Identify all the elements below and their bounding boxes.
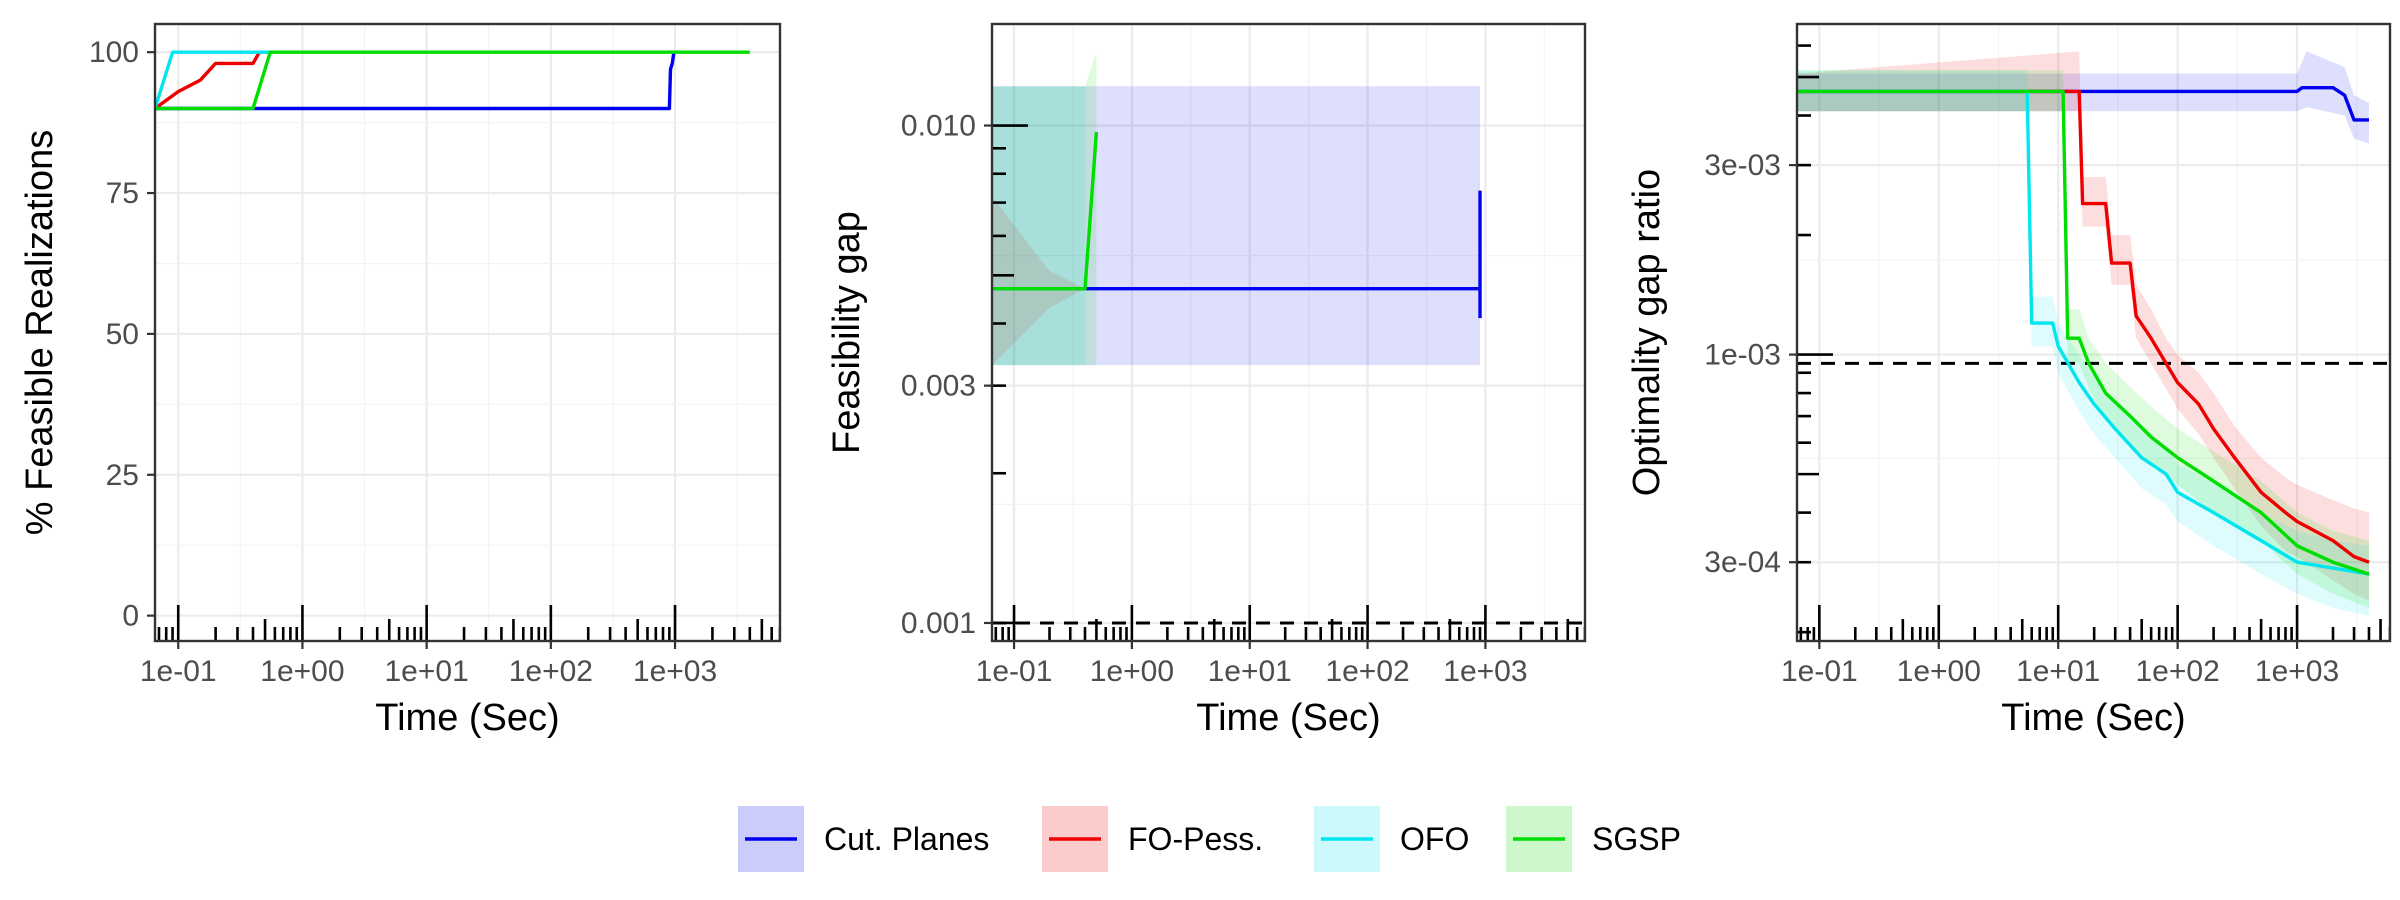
- y-tick-label: 3e-04: [1704, 546, 1781, 579]
- band-fo-pess: [1797, 51, 2369, 601]
- band-sgsp: [1797, 70, 2369, 609]
- series-line-sgsp: [1797, 89, 2370, 576]
- rug-left: [1797, 44, 1833, 634]
- band-cut-planes: [992, 86, 1480, 366]
- x-tick-label: 1e+02: [509, 655, 593, 688]
- x-tick-label: 1e+01: [2016, 655, 2100, 688]
- x-tick-label: 1e+03: [1443, 655, 1527, 688]
- y-tick-label: 100: [89, 36, 139, 69]
- series-line-sgsp: [992, 131, 1099, 291]
- y-axis-title: Feasibility gap: [826, 211, 868, 454]
- plot-area: [992, 52, 1585, 641]
- legend-label: Cut. Planes: [824, 821, 989, 857]
- x-tick-label: 1e+02: [1325, 655, 1409, 688]
- band-fo-pess: [992, 196, 1085, 366]
- x-axis-title: Time (Sec): [375, 697, 559, 739]
- plot-area: [155, 50, 780, 641]
- panel-border: [1795, 22, 2392, 643]
- x-tick-label: 1e+03: [2255, 655, 2339, 688]
- y-tick-label: 0.010: [901, 110, 976, 143]
- x-tick-label: 1e-01: [140, 655, 217, 688]
- grid: [992, 24, 1585, 641]
- x-tick-label: 1e+00: [1897, 655, 1981, 688]
- series-line-ofo: [155, 50, 275, 110]
- rug-bottom: [1799, 605, 2390, 641]
- x-tick-label: 1e+01: [1208, 655, 1292, 688]
- x-axis-title: Time (Sec): [2001, 697, 2185, 739]
- y-tick-label: 0: [122, 600, 139, 633]
- series-line-cut-planes: [1797, 86, 2369, 122]
- legend-label: OFO: [1400, 821, 1469, 857]
- band-ofo: [992, 86, 1085, 366]
- x-tick-label: 1e+00: [260, 655, 344, 688]
- panel-border: [990, 22, 1587, 643]
- x-tick-label: 1e-01: [976, 655, 1053, 688]
- y-tick-label: 50: [106, 318, 139, 351]
- legend-item-fo-pess: FO-Pess.: [1042, 806, 1263, 872]
- x-axis-title: Time (Sec): [1196, 697, 1380, 739]
- series-line-fo-pess: [1797, 89, 2370, 564]
- grid: [1797, 24, 2390, 641]
- rug-left: [992, 124, 1028, 625]
- y-tick-label: 3e-03: [1704, 149, 1781, 182]
- legend-item-cut-planes: Cut. Planes: [738, 806, 989, 872]
- y-tick-label: 1e-03: [1704, 339, 1781, 372]
- x-tick-label: 1e+03: [633, 655, 717, 688]
- y-axis-title: % Feasible Realizations: [19, 130, 61, 536]
- y-tick-label: 0.003: [901, 370, 976, 403]
- legend-label: FO-Pess.: [1128, 821, 1263, 857]
- panel-2: 1e-01 1e+00 1e+01 1e+02 1e+03 0.001 0.003 0.010…: [826, 22, 1587, 739]
- series-line-sgsp: [155, 50, 750, 111]
- band-cut-planes: [1797, 51, 2369, 144]
- panel-3: 1e-01 1e+00 1e+01 1e+02 1e+03 3e-04 1e-03 3e-03…: [1626, 22, 2392, 739]
- legend-label: SGSP: [1592, 821, 1681, 857]
- y-axis-title: Optimality gap ratio: [1626, 169, 1668, 496]
- rug-bottom: [157, 605, 780, 641]
- legend-item-sgsp: SGSP: [1506, 806, 1681, 872]
- plot-background: [155, 24, 780, 641]
- grid: [155, 24, 780, 641]
- series-line-fo-pess: [155, 50, 271, 110]
- x-tick-label: 1e+02: [2136, 655, 2220, 688]
- y-tick-label: 25: [106, 459, 139, 492]
- panel-1: 1e-01 1e+00 1e+01 1e+02 1e+03 0 25 50 75 100 Time …: [19, 22, 782, 739]
- band-ofo: [1797, 70, 2369, 616]
- legend-item-ofo: OFO: [1314, 806, 1469, 872]
- plot-area: [1797, 44, 2390, 641]
- panels: 1e-01 1e+00 1e+01 1e+02 1e+03 0 25 50 75 100 Time …: [19, 22, 2392, 739]
- series-line-ofo: [1797, 89, 2370, 576]
- legend: Cut. Planes FO-Pess. OFO SGSP: [738, 806, 1681, 872]
- x-tick-label: 1e+00: [1090, 655, 1174, 688]
- y-tick-label: 75: [106, 177, 139, 210]
- y-tick-label: 0.001: [901, 607, 976, 640]
- rug-bottom: [994, 605, 1585, 641]
- x-tick-label: 1e+01: [385, 655, 469, 688]
- panel-border: [153, 22, 782, 643]
- band-sgsp: [992, 52, 1097, 366]
- x-tick-label: 1e-01: [1781, 655, 1858, 688]
